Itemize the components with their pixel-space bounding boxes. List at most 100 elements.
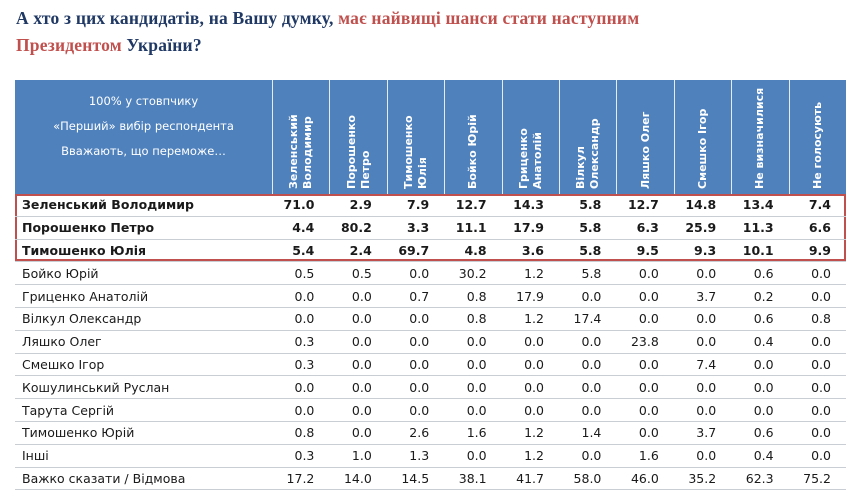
value-cell: 0.0 — [696, 402, 717, 418]
value-cell: 0.0 — [638, 288, 659, 304]
value-cell: 0.0 — [696, 265, 717, 281]
value-cell: 0.0 — [696, 311, 717, 327]
value-cell: 12.7 — [627, 197, 659, 213]
value-cell: 0.0 — [638, 265, 659, 281]
value-cell: 0.8 — [811, 311, 831, 327]
column-header: Смешко Ігор — [673, 80, 731, 194]
row-label: Смешко Ігор — [22, 356, 105, 372]
row-label: Тимошенко Юлія — [22, 242, 147, 258]
value-cell: 0.0 — [294, 311, 315, 327]
value-cell: 1.6 — [638, 448, 659, 464]
value-cell: 0.0 — [524, 402, 544, 418]
value-cell: 0.0 — [811, 379, 831, 395]
value-cell: 5.8 — [581, 265, 602, 281]
value-cell: 0.0 — [811, 402, 831, 418]
value-cell: 3.7 — [696, 425, 717, 441]
value-cell: 0.0 — [409, 334, 430, 350]
value-cell: 7.9 — [407, 197, 430, 213]
value-cell: 0.8 — [294, 425, 315, 441]
column-header: Не голосують — [788, 80, 846, 194]
value-cell: 0.0 — [409, 356, 430, 372]
value-cell: 0.0 — [811, 334, 831, 350]
value-cell: 0.0 — [753, 379, 774, 395]
value-cell: 0.0 — [696, 448, 717, 464]
value-cell: 12.7 — [455, 197, 487, 213]
value-cell: 0.0 — [524, 334, 544, 350]
value-cell: 2.4 — [349, 242, 372, 258]
value-cell: 0.0 — [351, 425, 372, 441]
value-cell: 0.2 — [753, 288, 774, 304]
row-label: Кошулинський Руслан — [22, 379, 170, 395]
value-cell: 0.0 — [811, 288, 831, 304]
value-cell: 5.8 — [579, 220, 602, 236]
column-header-label: Порошенко Петро — [344, 115, 372, 189]
value-cell: 0.0 — [351, 402, 372, 418]
corner-line-1: 100% у стовпчику — [88, 94, 199, 108]
column-header: Не визначилися — [731, 80, 788, 194]
value-cell: 0.0 — [294, 402, 315, 418]
value-cell: 1.2 — [524, 425, 544, 441]
value-cell: 0.0 — [638, 311, 659, 327]
title-text-dark-2: України? — [121, 35, 202, 55]
column-header-label: Тимошенко Юлія — [401, 115, 429, 189]
value-cell: 23.8 — [630, 334, 659, 350]
value-cell: 0.0 — [638, 356, 659, 372]
value-cell: 4.4 — [292, 220, 315, 236]
value-cell: 0.0 — [524, 379, 544, 395]
table-row: Порошенко Петро 4.4 80.2 3.3 11.1 17.9 5.8 6.3 2… — [15, 216, 846, 240]
table-row: Ляшко Олег 0.3 0.0 0.0 0.0 0.0 0.0 23.8 0.0 0.4 0.… — [15, 330, 846, 354]
value-cell: 0.0 — [351, 334, 372, 350]
value-cell: 0.0 — [638, 402, 659, 418]
value-cell: 0.0 — [466, 448, 487, 464]
table-row: Кошулинський Руслан 0.0 0.0 0.0 0.0 0.0 0.0 0.0… — [15, 376, 846, 400]
value-cell: 0.0 — [811, 356, 831, 372]
value-cell: 11.3 — [742, 220, 774, 236]
value-cell: 17.2 — [286, 470, 315, 486]
row-label: Зеленський Володимир — [22, 197, 194, 213]
row-label: Ляшко Олег — [22, 334, 102, 350]
value-cell: 46.0 — [630, 470, 659, 486]
value-cell: 1.2 — [524, 265, 544, 281]
column-header: Вілкул Олександр — [559, 80, 616, 194]
corner-line-3: Вважають, що переможе… — [61, 144, 226, 158]
column-header-label: Смешко Ігор — [695, 108, 709, 189]
value-cell: 1.0 — [351, 448, 372, 464]
value-cell: 0.6 — [753, 265, 774, 281]
page-title: А хто з цих кандидатів, на Вашу думку, м… — [16, 5, 844, 59]
value-cell: 0.0 — [811, 265, 831, 281]
value-cell: 0.0 — [466, 356, 487, 372]
value-cell: 0.0 — [466, 334, 487, 350]
value-cell: 0.0 — [409, 311, 430, 327]
row-label: Вілкул Олександр — [22, 311, 142, 327]
results-table: 100% у стовпчику «Перший» вибір респонде… — [15, 80, 846, 491]
value-cell: 0.0 — [753, 356, 774, 372]
value-cell: 0.0 — [638, 425, 659, 441]
value-cell: 10.1 — [742, 242, 774, 258]
value-cell: 38.1 — [458, 470, 487, 486]
value-cell: 69.7 — [398, 242, 430, 258]
value-cell: 9.5 — [636, 242, 659, 258]
value-cell: 9.9 — [808, 242, 831, 258]
corner-line-2: «Перший» вибір респондента — [53, 119, 234, 133]
value-cell: 0.0 — [581, 402, 602, 418]
column-header-label: Не голосують — [810, 101, 824, 189]
value-cell: 0.0 — [581, 379, 602, 395]
value-cell: 2.6 — [409, 425, 430, 441]
value-cell: 17.4 — [573, 311, 602, 327]
table-row: Гриценко Анатолій 0.0 0.0 0.7 0.8 17.9 0.0 0.0 3… — [15, 285, 846, 308]
value-cell: 0.0 — [294, 288, 315, 304]
row-label: Важко сказати / Відмова — [22, 470, 186, 486]
value-cell: 3.7 — [696, 288, 717, 304]
value-cell: 3.3 — [407, 220, 430, 236]
value-cell: 0.0 — [466, 402, 487, 418]
value-cell: 0.0 — [811, 448, 831, 464]
column-header-label: Не визначилися — [753, 87, 767, 189]
value-cell: 0.0 — [294, 379, 315, 395]
value-cell: 0.3 — [294, 356, 315, 372]
column-header: Гриценко Анатолій — [501, 80, 559, 194]
column-header-label: Вілкул Олександр — [574, 118, 602, 189]
title-line-2: Президентом України? — [16, 32, 844, 59]
table-row: Смешко Ігор 0.3 0.0 0.0 0.0 0.0 0.0 0.0 7.4 0.0 0.… — [15, 353, 846, 377]
value-cell: 71.0 — [283, 197, 315, 213]
